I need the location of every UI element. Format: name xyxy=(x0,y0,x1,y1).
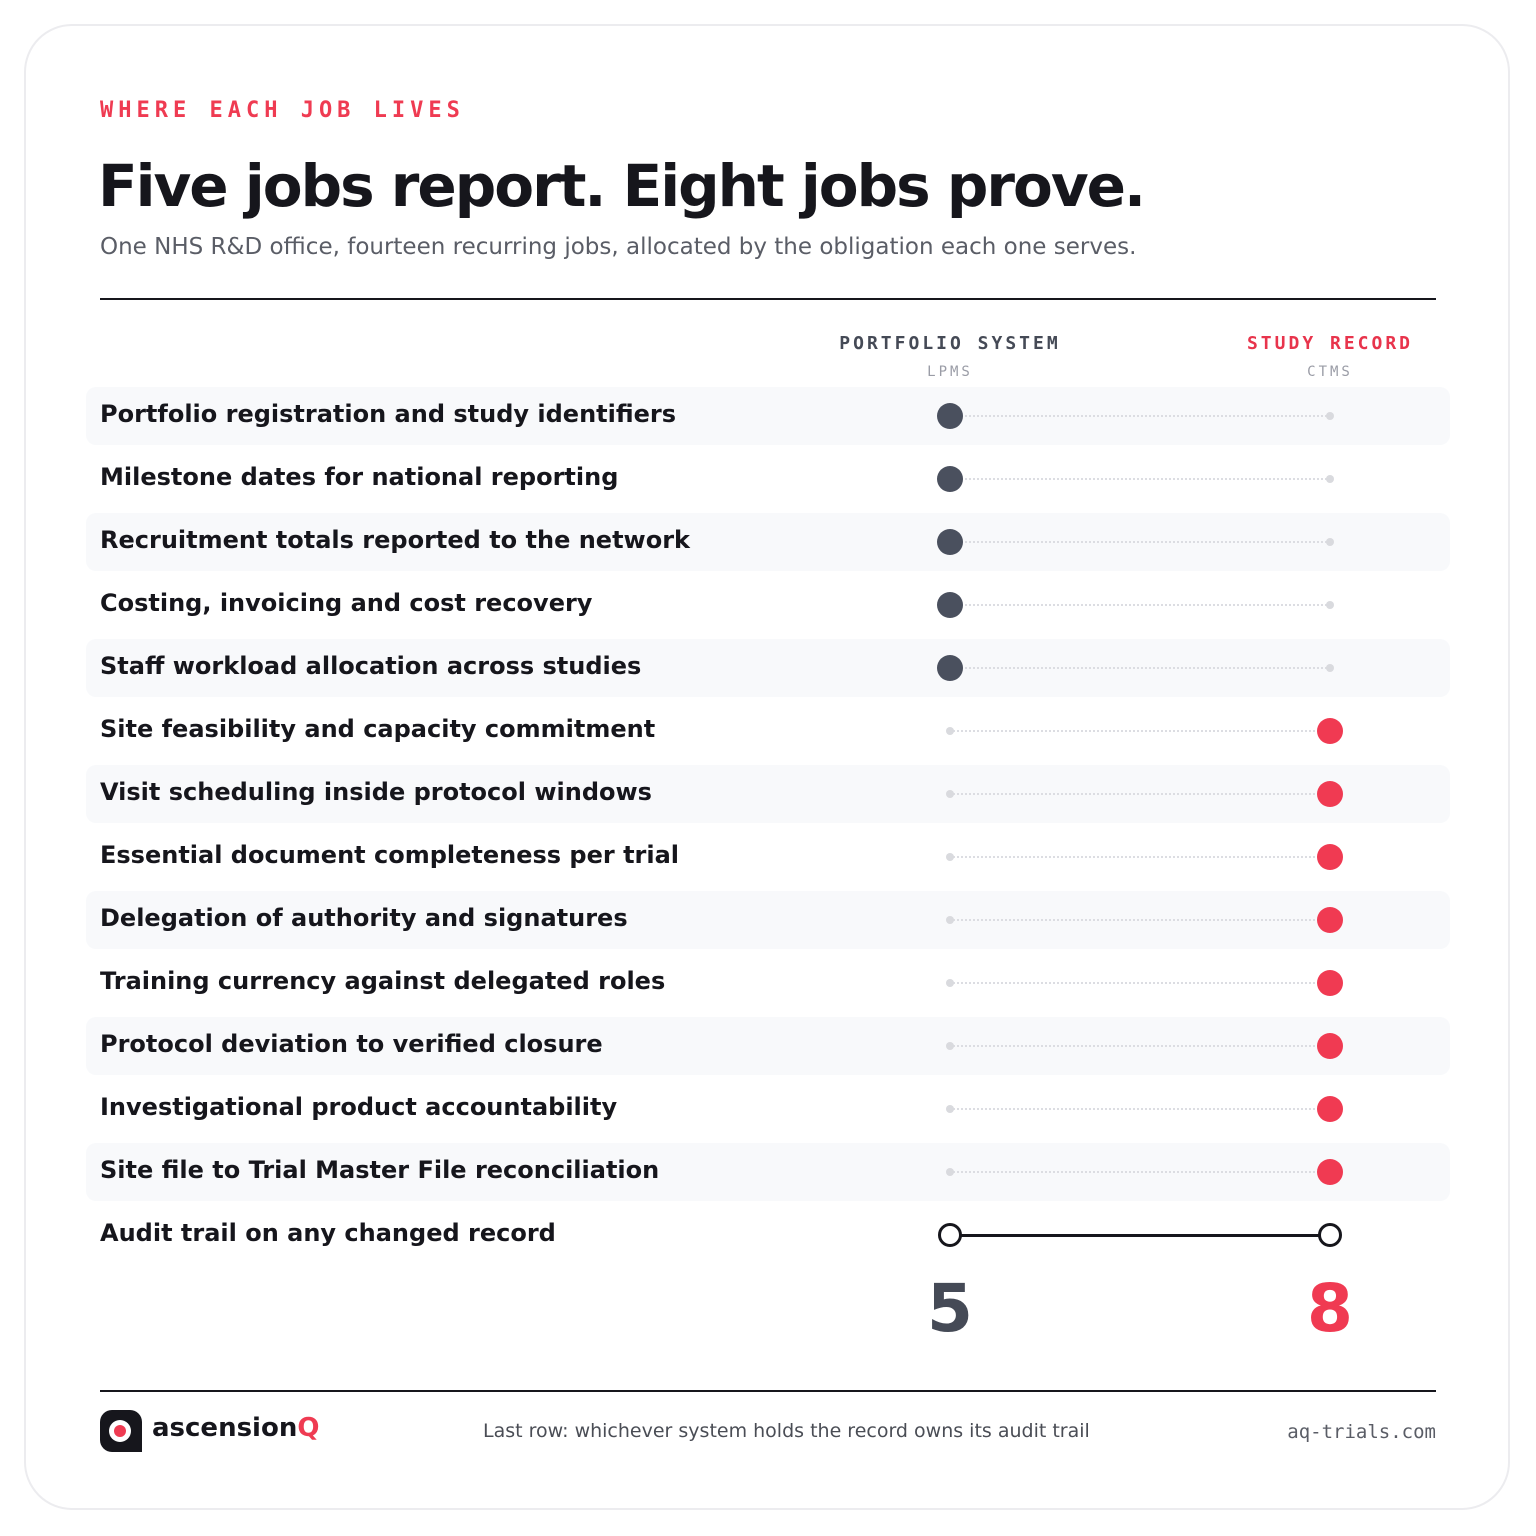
lpms-ring-marker xyxy=(938,1223,962,1247)
ctms-owner-dot xyxy=(1317,718,1343,744)
ascensionq-logo-icon xyxy=(100,1410,142,1452)
ctms-owner-dot xyxy=(1317,1096,1343,1122)
column-header-portfolio-system: PORTFOLIO SYSTEM LPMS xyxy=(800,333,1100,380)
lpms-owner-dot xyxy=(937,655,963,681)
table-row: Investigational product accountability xyxy=(86,1080,1450,1138)
audit-trail-connector xyxy=(950,1234,1330,1237)
column-name: STUDY RECORD xyxy=(1246,333,1414,354)
table-row: Costing, invoicing and cost recovery xyxy=(86,576,1450,634)
row-track xyxy=(950,730,1330,732)
ctms-owner-dot xyxy=(1317,907,1343,933)
row-label: Site file to Trial Master File reconcili… xyxy=(100,1156,660,1184)
lpms-owner-dot xyxy=(937,592,963,618)
row-label: Visit scheduling inside protocol windows xyxy=(100,778,652,806)
lpms-empty-dot xyxy=(946,979,954,987)
row-label: Staff workload allocation across studies xyxy=(100,652,642,680)
row-label: Milestone dates for national reporting xyxy=(100,463,619,491)
table-row: Staff workload allocation across studies xyxy=(86,639,1450,697)
row-track xyxy=(950,415,1330,417)
row-track xyxy=(950,856,1330,858)
row-track xyxy=(950,793,1330,795)
lpms-owner-dot xyxy=(937,529,963,555)
ctms-ring-marker xyxy=(1318,1223,1342,1247)
lpms-empty-dot xyxy=(946,853,954,861)
table-row: Site file to Trial Master File reconcili… xyxy=(86,1143,1450,1201)
footer-note: Last row: whichever system holds the rec… xyxy=(483,1420,1090,1442)
row-track xyxy=(950,478,1330,480)
row-label: Training currency against delegated role… xyxy=(100,967,666,995)
lpms-empty-dot xyxy=(946,727,954,735)
lpms-empty-dot xyxy=(946,1105,954,1113)
header-divider xyxy=(100,298,1436,300)
row-label: Delegation of authority and signatures xyxy=(100,904,628,932)
table-row: Milestone dates for national reporting xyxy=(86,450,1450,508)
table-row: Audit trail on any changed record xyxy=(86,1206,1450,1264)
row-label: Investigational product accountability xyxy=(100,1093,618,1121)
lpms-empty-dot xyxy=(946,790,954,798)
total-ctms: 8 xyxy=(1307,1270,1353,1347)
site-url: aq-trials.com xyxy=(1287,1421,1436,1443)
page-title: Five jobs report. Eight jobs prove. xyxy=(98,152,1146,220)
brand-accent: Q xyxy=(297,1413,320,1443)
column-system: LPMS xyxy=(927,364,973,380)
ctms-empty-dot xyxy=(1326,475,1334,483)
ctms-owner-dot xyxy=(1317,970,1343,996)
row-track xyxy=(950,1171,1330,1173)
row-track xyxy=(950,541,1330,543)
ctms-owner-dot xyxy=(1317,1033,1343,1059)
lpms-owner-dot xyxy=(937,466,963,492)
row-track xyxy=(950,604,1330,606)
ctms-owner-dot xyxy=(1317,1159,1343,1185)
row-label: Site feasibility and capacity commitment xyxy=(100,715,656,743)
eyebrow: WHERE EACH JOB LIVES xyxy=(100,98,465,123)
lpms-empty-dot xyxy=(946,916,954,924)
column-name: PORTFOLIO SYSTEM xyxy=(839,333,1061,354)
row-track xyxy=(950,667,1330,669)
column-header-study-record: STUDY RECORD CTMS xyxy=(1180,333,1480,380)
row-label: Essential document completeness per tria… xyxy=(100,841,680,869)
ctms-empty-dot xyxy=(1326,664,1334,672)
row-label: Protocol deviation to verified closure xyxy=(100,1030,603,1058)
table-row: Delegation of authority and signatures xyxy=(86,891,1450,949)
table-row: Essential document completeness per tria… xyxy=(86,828,1450,886)
table-row: Portfolio registration and study identif… xyxy=(86,387,1450,445)
table-row: Recruitment totals reported to the netwo… xyxy=(86,513,1450,571)
table-row: Visit scheduling inside protocol windows xyxy=(86,765,1450,823)
row-track xyxy=(950,919,1330,921)
ctms-empty-dot xyxy=(1326,538,1334,546)
row-track xyxy=(950,1045,1330,1047)
ctms-owner-dot xyxy=(1317,781,1343,807)
table-row: Site feasibility and capacity commitment xyxy=(86,702,1450,760)
row-track xyxy=(950,982,1330,984)
row-label: Recruitment totals reported to the netwo… xyxy=(100,526,691,554)
total-lpms: 5 xyxy=(927,1270,973,1347)
page-subtitle: One NHS R&D office, fourteen recurring j… xyxy=(100,234,1137,260)
lpms-empty-dot xyxy=(946,1042,954,1050)
brand-main: ascension xyxy=(152,1413,298,1443)
ctms-owner-dot xyxy=(1317,844,1343,870)
brand-name: ascensionQ xyxy=(152,1413,319,1443)
row-label: Audit trail on any changed record xyxy=(100,1219,556,1247)
ctms-empty-dot xyxy=(1326,601,1334,609)
table-row: Training currency against delegated role… xyxy=(86,954,1450,1012)
lpms-owner-dot xyxy=(937,403,963,429)
ctms-empty-dot xyxy=(1326,412,1334,420)
row-label: Costing, invoicing and cost recovery xyxy=(100,589,593,617)
footer-divider xyxy=(100,1390,1436,1392)
column-system: CTMS xyxy=(1307,364,1353,380)
lpms-empty-dot xyxy=(946,1168,954,1176)
table-row: Protocol deviation to verified closure xyxy=(86,1017,1450,1075)
row-label: Portfolio registration and study identif… xyxy=(100,400,677,428)
row-track xyxy=(950,1108,1330,1110)
